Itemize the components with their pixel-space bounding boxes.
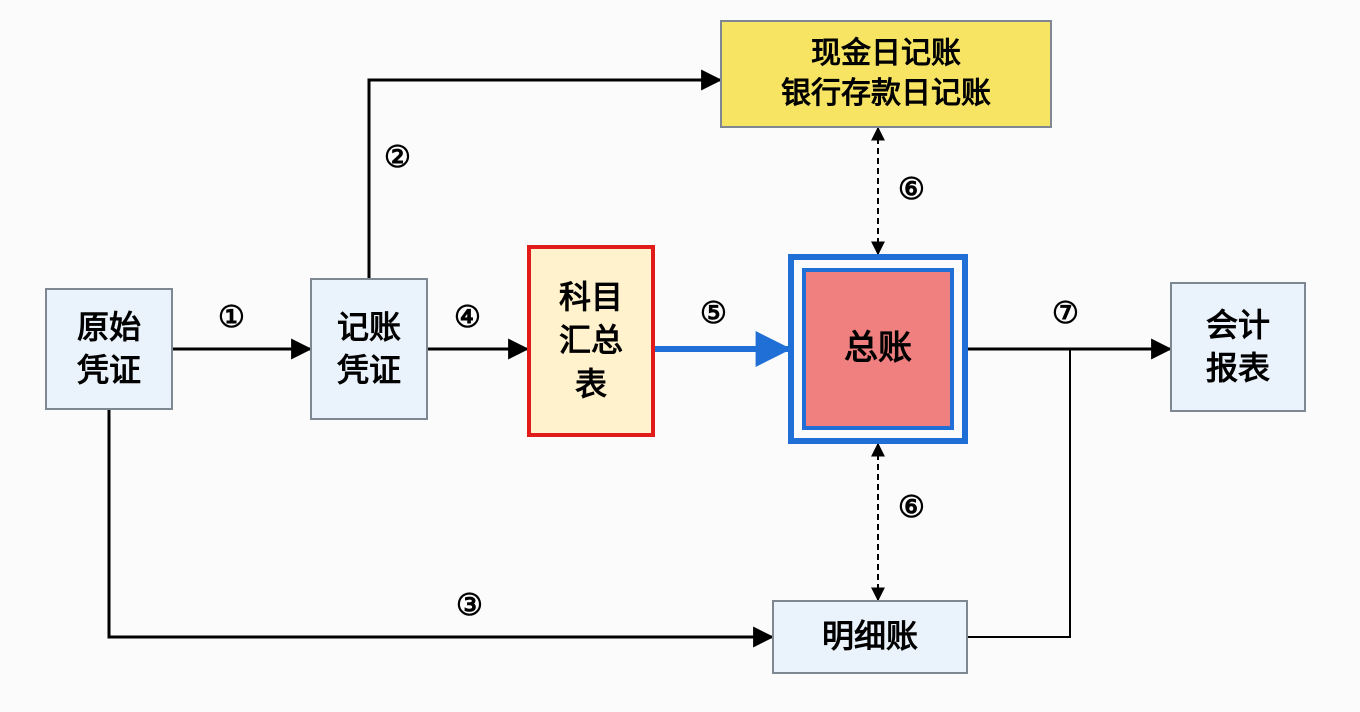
edge-label-e7: ⑦ (1052, 296, 1079, 331)
flowchart-canvas: 原始 凭证 记账 凭证科目 汇总 表 总账 现金日记账 银行存款日记账明细账 会计 报表… (0, 0, 1360, 712)
node-n2: 记账 凭证 (310, 278, 428, 420)
edge-label-e4: ④ (454, 300, 481, 335)
edges-layer (0, 0, 1360, 712)
edge-label-e2: ② (384, 140, 411, 175)
node-n5: 现金日记账 银行存款日记账 (720, 20, 1052, 128)
node-n3: 科目 汇总 表 (527, 245, 655, 437)
edge-label-e6b: ⑥ (898, 490, 925, 525)
edge-e8 (968, 349, 1070, 637)
node-n1: 原始 凭证 (45, 288, 173, 410)
node-n6: 明细账 (772, 600, 968, 674)
node-n4: 总账 (802, 268, 954, 430)
edge-label-e6a: ⑥ (898, 172, 925, 207)
edge-label-e1: ① (218, 300, 245, 335)
edge-label-e5: ⑤ (700, 296, 727, 331)
edge-label-e3: ③ (456, 588, 483, 623)
node-n7: 会计 报表 (1170, 282, 1306, 412)
edge-e3 (109, 410, 772, 637)
